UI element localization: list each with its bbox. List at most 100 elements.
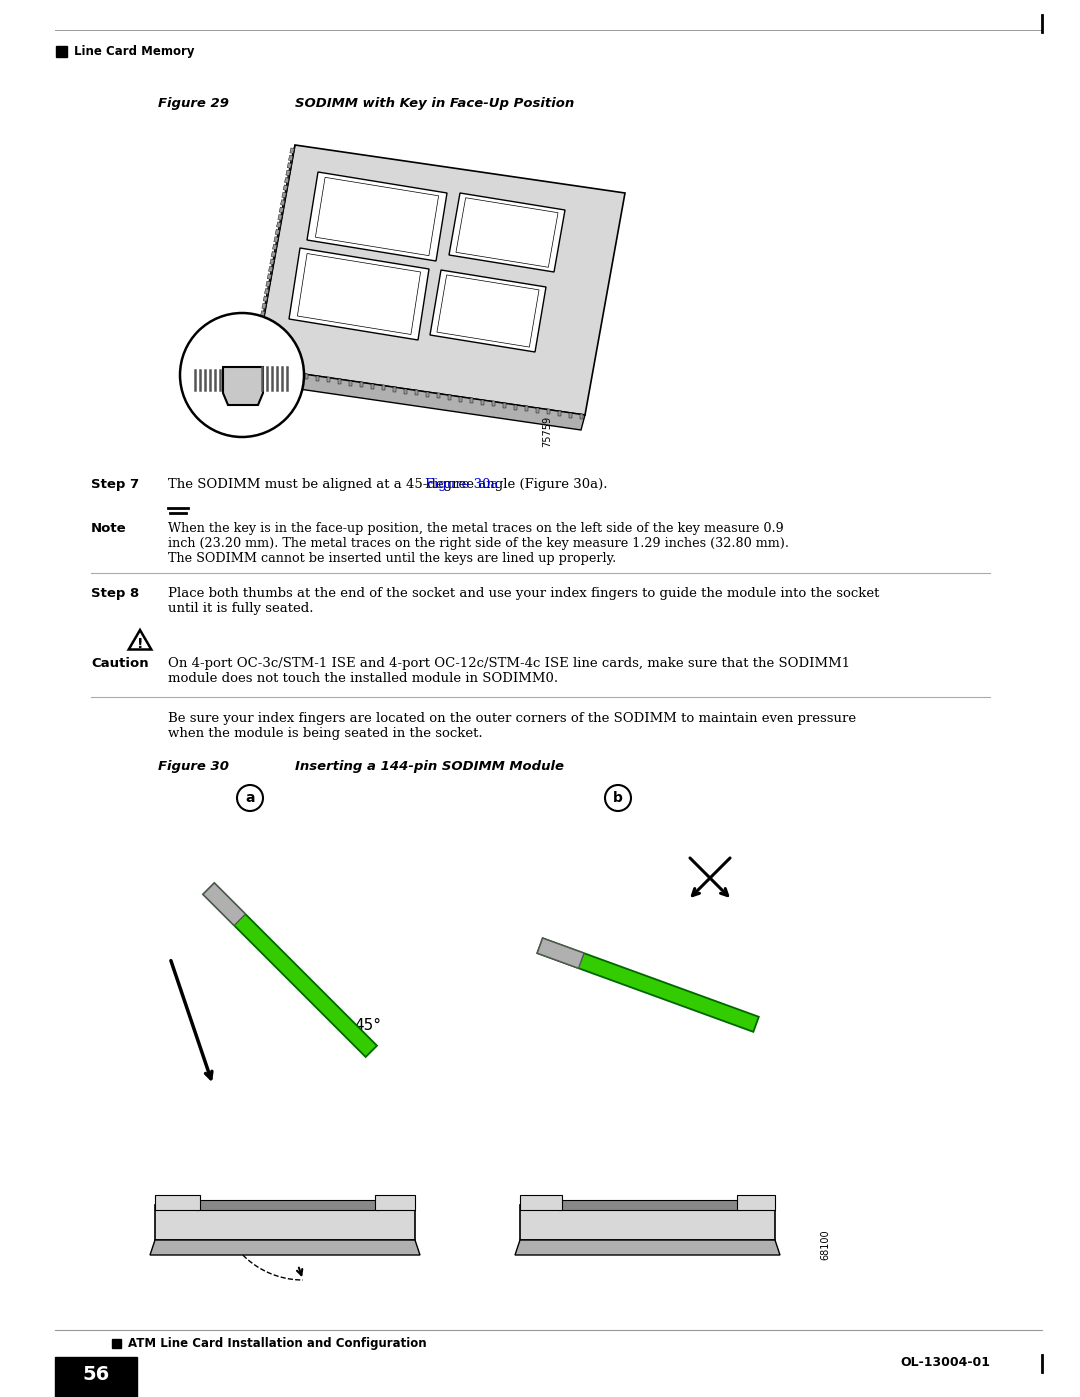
Polygon shape xyxy=(203,883,245,925)
Polygon shape xyxy=(337,379,340,384)
Polygon shape xyxy=(284,177,289,183)
Polygon shape xyxy=(271,251,275,257)
Polygon shape xyxy=(195,1200,380,1210)
Polygon shape xyxy=(580,414,582,419)
Polygon shape xyxy=(129,630,151,650)
Polygon shape xyxy=(279,207,284,212)
Text: Figure 29: Figure 29 xyxy=(158,96,229,110)
Polygon shape xyxy=(270,258,274,264)
Polygon shape xyxy=(271,369,274,374)
Text: OL-13004-01: OL-13004-01 xyxy=(900,1356,990,1369)
Polygon shape xyxy=(502,402,505,408)
Polygon shape xyxy=(203,883,377,1058)
Polygon shape xyxy=(392,387,395,393)
Polygon shape xyxy=(260,310,265,316)
Text: Step 7: Step 7 xyxy=(91,478,139,490)
Bar xyxy=(112,1338,121,1348)
Text: 45°: 45° xyxy=(354,1017,381,1032)
Polygon shape xyxy=(459,397,461,401)
Polygon shape xyxy=(261,303,267,309)
Text: !: ! xyxy=(137,637,144,651)
Text: ATM Line Card Installation and Configuration: ATM Line Card Installation and Configura… xyxy=(129,1337,427,1350)
Polygon shape xyxy=(537,939,584,968)
Polygon shape xyxy=(305,374,308,379)
Text: The SODIMM cannot be inserted until the keys are lined up properly.: The SODIMM cannot be inserted until the … xyxy=(168,552,617,564)
Polygon shape xyxy=(519,1194,562,1210)
Polygon shape xyxy=(515,1241,780,1255)
Polygon shape xyxy=(315,177,438,256)
Polygon shape xyxy=(546,409,550,415)
Circle shape xyxy=(237,785,264,812)
Polygon shape xyxy=(289,249,429,339)
Polygon shape xyxy=(426,391,429,397)
Polygon shape xyxy=(513,405,516,409)
Text: Caution: Caution xyxy=(91,657,149,671)
Polygon shape xyxy=(447,395,450,400)
Polygon shape xyxy=(360,383,363,387)
Text: when the module is being seated in the socket.: when the module is being seated in the s… xyxy=(168,726,483,740)
Polygon shape xyxy=(254,348,258,353)
Polygon shape xyxy=(264,296,268,302)
Bar xyxy=(55,1356,137,1397)
Polygon shape xyxy=(259,319,264,324)
Polygon shape xyxy=(258,326,262,331)
Text: a: a xyxy=(245,791,255,805)
Bar xyxy=(56,46,67,57)
Polygon shape xyxy=(491,401,495,407)
Polygon shape xyxy=(297,253,420,334)
Polygon shape xyxy=(456,198,558,267)
Polygon shape xyxy=(282,193,286,198)
Polygon shape xyxy=(156,1194,200,1210)
Polygon shape xyxy=(252,363,256,369)
Polygon shape xyxy=(156,1206,415,1241)
Text: The SODIMM must be aligned at a 45-degree angle (Figure 30a).: The SODIMM must be aligned at a 45-degre… xyxy=(168,478,607,490)
Polygon shape xyxy=(222,367,264,405)
Polygon shape xyxy=(281,200,285,205)
Polygon shape xyxy=(289,148,295,154)
Text: Note: Note xyxy=(91,522,126,535)
Polygon shape xyxy=(257,332,261,338)
Polygon shape xyxy=(251,145,295,381)
Polygon shape xyxy=(326,377,329,383)
Polygon shape xyxy=(737,1194,775,1210)
Polygon shape xyxy=(253,355,257,360)
Polygon shape xyxy=(370,384,374,388)
Polygon shape xyxy=(525,407,527,411)
Text: module does not touch the installed module in SODIMM0.: module does not touch the installed modu… xyxy=(168,672,558,685)
Polygon shape xyxy=(436,394,440,398)
Text: Be sure your index fingers are located on the outer corners of the SODIMM to mai: Be sure your index fingers are located o… xyxy=(168,712,856,725)
Text: Step 8: Step 8 xyxy=(91,587,139,599)
Polygon shape xyxy=(266,281,270,286)
Polygon shape xyxy=(294,373,297,377)
Polygon shape xyxy=(265,289,269,295)
Text: Figure 30a: Figure 30a xyxy=(426,478,499,490)
Polygon shape xyxy=(278,215,282,221)
Text: 75759: 75759 xyxy=(542,416,552,447)
Polygon shape xyxy=(276,222,281,228)
Polygon shape xyxy=(260,367,264,373)
Text: b: b xyxy=(613,791,623,805)
Text: On 4-port OC-3c/STM-1 ISE and 4-port OC-12c/STM-4c ISE line cards, make sure tha: On 4-port OC-3c/STM-1 ISE and 4-port OC-… xyxy=(168,657,850,671)
Circle shape xyxy=(605,785,631,812)
Polygon shape xyxy=(286,170,291,176)
Text: When the key is in the face-up position, the metal traces on the left side of th: When the key is in the face-up position,… xyxy=(168,522,784,535)
Text: Place both thumbs at the end of the socket and use your index fingers to guide t: Place both thumbs at the end of the sock… xyxy=(168,587,879,599)
Polygon shape xyxy=(349,380,351,386)
Polygon shape xyxy=(307,172,447,261)
Text: until it is fully seated.: until it is fully seated. xyxy=(168,602,313,615)
Polygon shape xyxy=(449,193,565,272)
Polygon shape xyxy=(537,939,759,1032)
Polygon shape xyxy=(437,275,539,346)
Polygon shape xyxy=(267,274,272,279)
Polygon shape xyxy=(150,1241,420,1255)
Text: Figure 30: Figure 30 xyxy=(158,760,229,773)
Polygon shape xyxy=(470,398,473,404)
Polygon shape xyxy=(568,412,571,418)
Text: 56: 56 xyxy=(82,1365,110,1384)
Polygon shape xyxy=(283,372,285,376)
Polygon shape xyxy=(275,229,280,235)
Polygon shape xyxy=(272,244,276,250)
Text: Inserting a 144-pin SODIMM Module: Inserting a 144-pin SODIMM Module xyxy=(295,760,564,773)
Polygon shape xyxy=(558,1200,740,1210)
Polygon shape xyxy=(283,184,287,190)
